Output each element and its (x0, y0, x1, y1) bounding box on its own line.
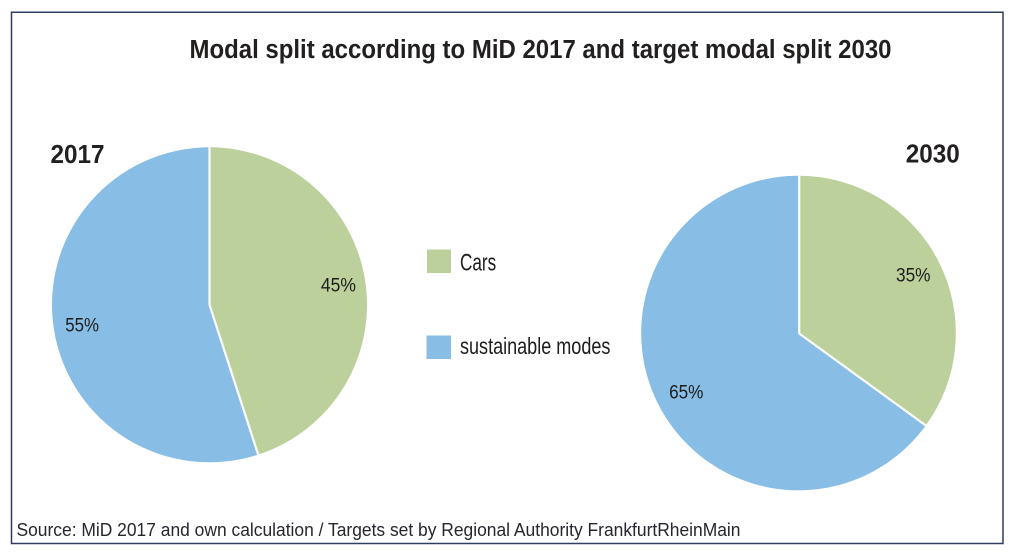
svg-text:45%: 45% (321, 275, 356, 296)
svg-text:Cars: Cars (460, 249, 496, 276)
svg-text:65%: 65% (669, 382, 703, 403)
svg-text:sustainable modes: sustainable modes (460, 333, 610, 359)
svg-text:35%: 35% (896, 266, 931, 287)
svg-text:2030: 2030 (906, 139, 960, 169)
svg-text:Modal split according to MiD 2: Modal split according to MiD 2017 and ta… (190, 34, 892, 64)
svg-text:Source: MiD 2017 and own calcu: Source: MiD 2017 and own calculation / T… (17, 519, 741, 540)
svg-text:55%: 55% (65, 316, 99, 337)
svg-text:2017: 2017 (51, 139, 105, 169)
